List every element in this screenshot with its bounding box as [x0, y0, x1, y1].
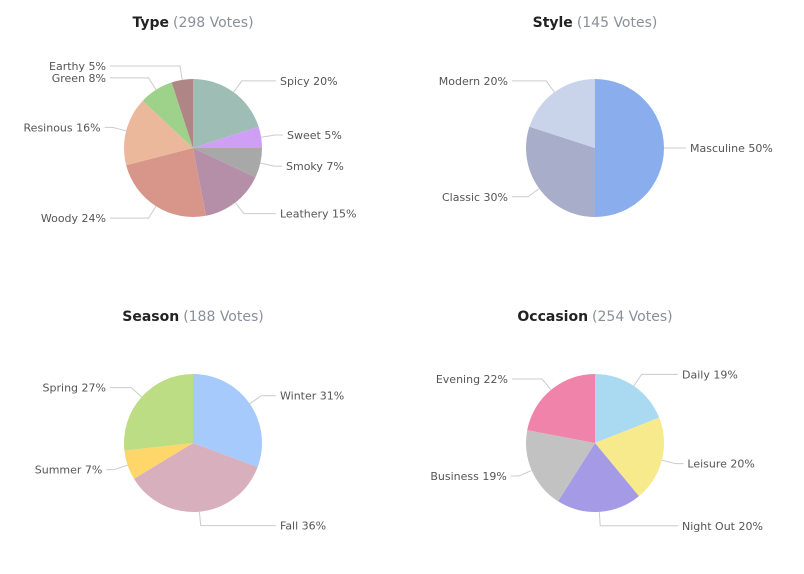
chart-title-votes: (145 Votes) [577, 15, 658, 31]
slice-label-spring: Spring 27% [43, 382, 106, 395]
pie-chart-occasion: Occasion (254 Votes) Daily 19% Leisure 20% N… [430, 309, 763, 533]
slice-label-leathery: Leathery 15% [280, 208, 356, 221]
slice-label-spicy: Spicy 20% [280, 75, 338, 88]
pie-slice-summer[interactable] [124, 443, 193, 479]
pie-slice-daily[interactable] [595, 374, 660, 443]
pie-slice-green[interactable] [142, 82, 193, 148]
slice-label-classic: Classic 30% [442, 191, 508, 204]
slice-label-green: Green 8% [52, 72, 106, 85]
pie-chart-type: Type (298 Votes) Spicy 20% Sweet 5% Smoky 7%… [24, 15, 357, 225]
chart-title-main: Occasion [517, 309, 588, 325]
leader-line [110, 387, 142, 398]
leader-line [106, 464, 128, 471]
chart-title-main: Season [122, 309, 179, 325]
leader-line [512, 80, 555, 93]
pie-slice-smoky[interactable] [193, 148, 262, 178]
slice-label-sweet: Sweet 5% [287, 129, 342, 142]
pie-chart-style: Style (145 Votes) Masculine 50% Classic 30%… [439, 15, 773, 217]
slice-label-winter: Winter 31% [280, 390, 344, 403]
leader-line [110, 77, 157, 90]
slice-label-fall: Fall 36% [280, 520, 326, 533]
pie-slice-leathery[interactable] [193, 148, 256, 216]
pie-slice-spring[interactable] [124, 374, 193, 451]
slice-label-modern: Modern 20% [439, 75, 508, 88]
leader-line [598, 511, 678, 527]
pie-chart-season: Season (188 Votes) Winter 31% Fall 36% Summe… [35, 309, 344, 533]
leader-line [198, 511, 276, 527]
pie-slice-fall[interactable] [133, 443, 258, 512]
pie-slice-masculine[interactable] [595, 79, 664, 217]
pie-slice-earthy[interactable] [171, 79, 193, 148]
leader-line [110, 65, 183, 80]
chart-title-votes: (254 Votes) [592, 309, 673, 325]
pie-slice-sweet[interactable] [193, 126, 262, 148]
pie-slice-leisure[interactable] [595, 417, 664, 497]
chart-title: Style (145 Votes) [533, 15, 658, 31]
slice-label-resinous: Resinous 16% [24, 121, 101, 134]
pie-slice-woody[interactable] [126, 148, 206, 218]
chart-title: Occasion (254 Votes) [517, 309, 672, 325]
slice-label-night-out: Night Out 20% [682, 520, 763, 533]
leader-line [249, 395, 276, 405]
leader-line [110, 206, 157, 219]
slice-label-woody: Woody 24% [41, 212, 106, 225]
leader-line [633, 373, 678, 387]
chart-title-main: Type [132, 15, 169, 31]
chart-title-main: Style [533, 15, 573, 31]
pie-slice-resinous[interactable] [124, 100, 193, 166]
slice-label-evening: Evening 22% [436, 373, 508, 386]
pie-slice-evening[interactable] [527, 374, 595, 443]
slice-label-summer: Summer 7% [35, 464, 103, 477]
chart-title: Type (298 Votes) [132, 15, 253, 31]
slice-label-daily: Daily 19% [682, 368, 738, 381]
leader-line [512, 188, 540, 198]
leader-line [260, 162, 282, 167]
pie-slice-modern[interactable] [529, 79, 595, 148]
pie-slice-winter[interactable] [193, 374, 262, 468]
leader-line [512, 378, 552, 391]
slice-label-business: Business 19% [430, 470, 506, 483]
leader-line [261, 134, 283, 138]
leader-line [233, 80, 276, 93]
pie-slice-night-out[interactable] [558, 443, 639, 513]
slice-label-leisure: Leisure 20% [687, 458, 754, 471]
leader-line [104, 126, 127, 132]
leader-line [661, 459, 684, 465]
leader-line [234, 202, 276, 215]
chart-title: Season (188 Votes) [122, 309, 264, 325]
slice-label-masculine: Masculine 50% [690, 142, 773, 155]
leader-line [510, 469, 532, 477]
chart-title-votes: (298 Votes) [173, 15, 254, 31]
slice-label-earthy: Earthy 5% [49, 60, 106, 73]
pie-slice-business[interactable] [525, 430, 595, 502]
pie-slice-classic[interactable] [526, 126, 595, 217]
pie-slice-spicy[interactable] [193, 79, 259, 148]
chart-title-votes: (188 Votes) [183, 309, 264, 325]
slice-label-smoky: Smoky 7% [286, 160, 344, 173]
